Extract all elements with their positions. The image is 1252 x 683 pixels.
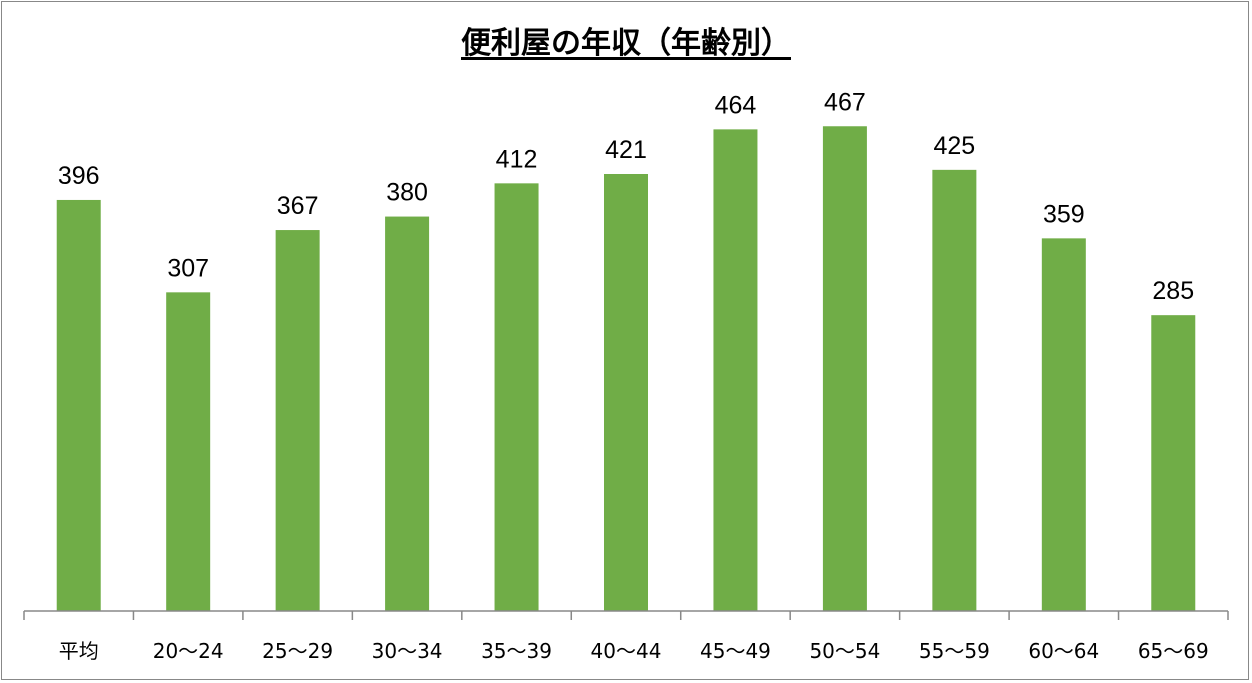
bar — [604, 174, 648, 611]
x-tick-label: 45〜49 — [700, 639, 771, 663]
data-label: 307 — [167, 254, 209, 282]
bar — [166, 292, 211, 611]
x-tick-label: 25〜29 — [262, 639, 333, 663]
data-label: 285 — [1152, 277, 1194, 305]
x-tick-label: 20〜24 — [153, 639, 224, 663]
data-label: 421 — [605, 136, 647, 164]
data-label: 396 — [58, 162, 100, 190]
data-label: 467 — [824, 88, 866, 116]
data-label: 367 — [277, 192, 319, 220]
bar — [275, 230, 320, 611]
x-tick-label: 平均 — [59, 639, 99, 663]
x-tick-label: 40〜44 — [591, 639, 662, 663]
x-tick-label: 30〜34 — [372, 639, 443, 663]
data-label: 425 — [934, 132, 976, 160]
bar — [1151, 315, 1196, 611]
bar — [494, 183, 539, 611]
data-label: 412 — [496, 145, 538, 173]
bar — [56, 199, 101, 611]
bar — [932, 169, 977, 611]
x-tick-label: 55〜59 — [919, 639, 990, 663]
x-tick-label: 35〜39 — [481, 639, 552, 663]
bar — [1041, 238, 1086, 611]
data-label: 464 — [715, 91, 757, 119]
x-tick-label: 50〜54 — [809, 639, 880, 663]
bar — [385, 216, 430, 611]
bar — [713, 129, 758, 612]
data-label: 359 — [1043, 200, 1085, 228]
data-label: 380 — [386, 179, 428, 207]
chart-title: 便利屋の年収（年齢別） — [461, 26, 791, 61]
x-tick-label: 60〜64 — [1028, 639, 1099, 663]
x-tick-label: 65〜69 — [1138, 639, 1209, 663]
bar — [822, 126, 867, 611]
